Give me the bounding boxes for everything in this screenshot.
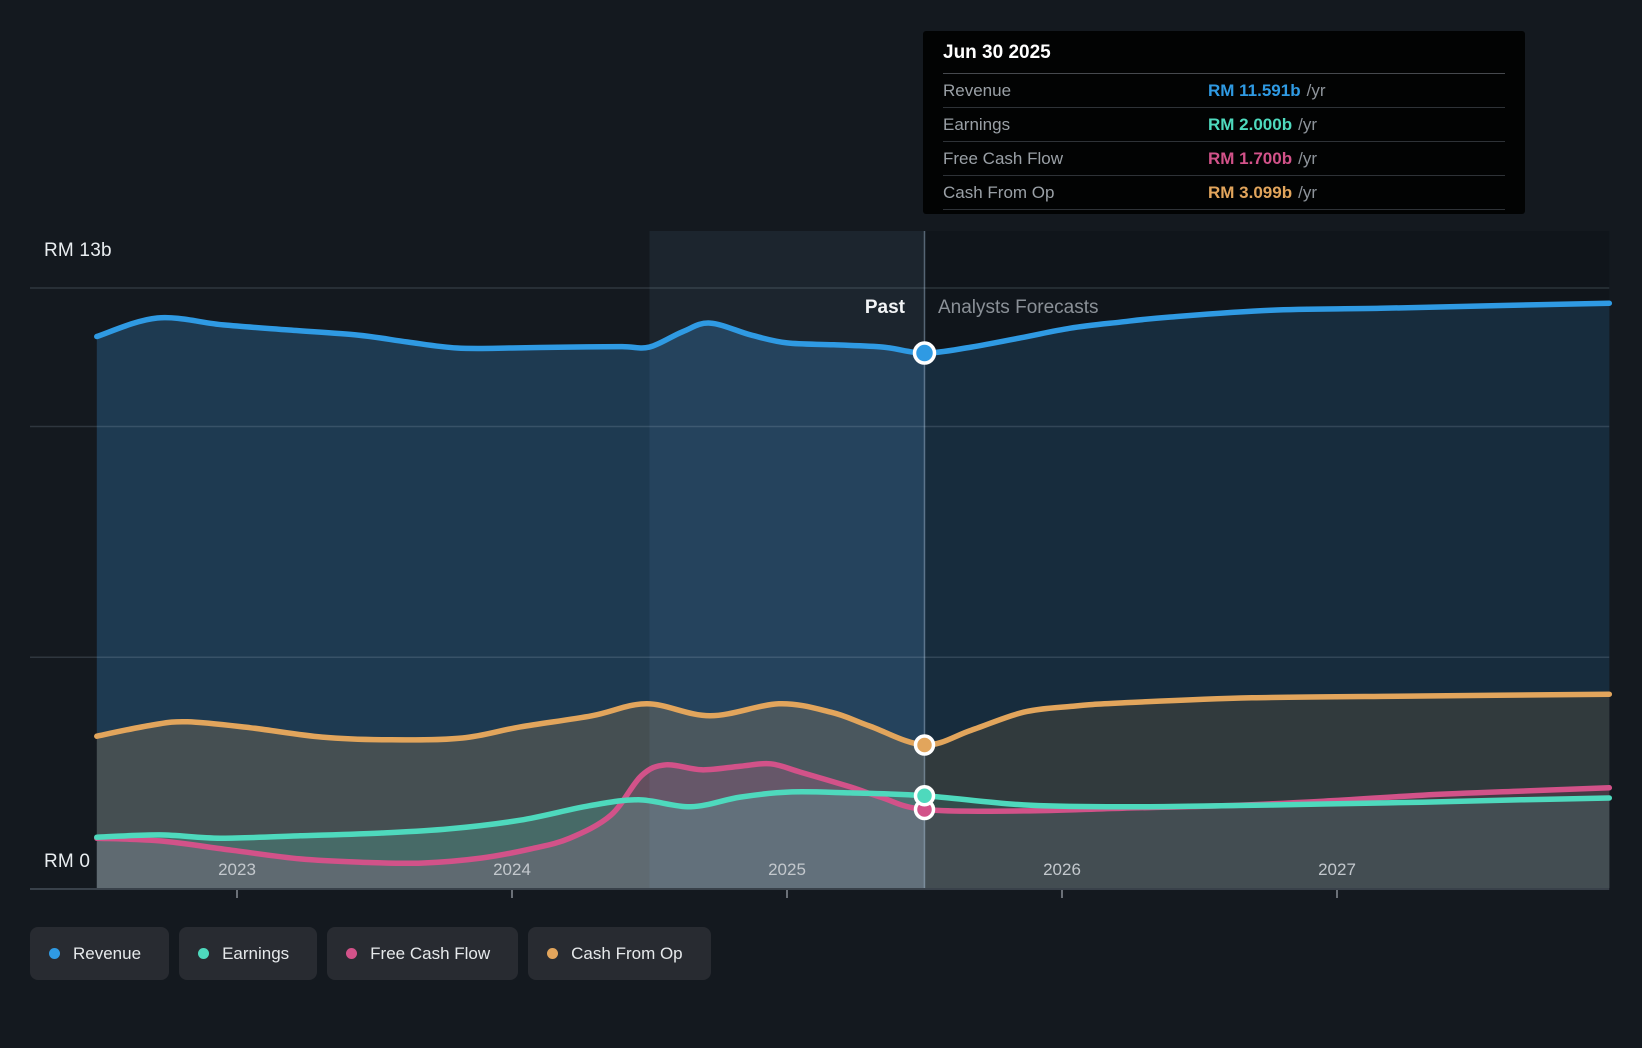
tooltip-label: Cash From Op bbox=[943, 182, 1055, 202]
tooltip-row-earnings: Earnings RM 2.000b /yr bbox=[943, 108, 1505, 142]
tooltip-value: RM 2.000b bbox=[1208, 114, 1293, 134]
tooltip-suffix: /yr bbox=[1298, 182, 1317, 202]
cash-from-op-dot-icon bbox=[547, 948, 559, 959]
tooltip-value: RM 3.099b bbox=[1208, 182, 1293, 202]
x-axis-label-2026: 2026 bbox=[1043, 860, 1081, 879]
area-revenue bbox=[96, 303, 1610, 888]
legend-item-free-cash-flow[interactable]: Free Cash Flow bbox=[327, 927, 519, 980]
legend-label: Cash From Op bbox=[571, 943, 683, 963]
tooltip-label: Earnings bbox=[943, 114, 1011, 134]
y-axis-max-label: RM 13b bbox=[44, 240, 112, 261]
line-revenue bbox=[94, 300, 1613, 356]
legend-label: Free Cash Flow bbox=[370, 943, 491, 963]
forecast-section-label: Analysts Forecasts bbox=[938, 297, 1099, 318]
tooltip-date: Jun 30 2025 bbox=[943, 42, 1505, 74]
past-section-label: Past bbox=[864, 297, 905, 318]
tooltip-value: RM 11.591b bbox=[1208, 80, 1301, 100]
legend-item-cash-from-op[interactable]: Cash From Op bbox=[528, 927, 711, 980]
chart-tooltip: Jun 30 2025 Revenue RM 11.591b /yr Earni… bbox=[923, 31, 1525, 214]
line-earnings bbox=[94, 789, 1613, 841]
tooltip-label: Free Cash Flow bbox=[943, 148, 1063, 168]
legend-label: Earnings bbox=[222, 943, 290, 963]
tooltip-row-revenue: Revenue RM 11.591b /yr bbox=[943, 74, 1505, 108]
line-cash_from_op bbox=[94, 691, 1613, 748]
marker-revenue bbox=[912, 341, 937, 365]
earnings-dot-icon bbox=[198, 948, 210, 959]
x-axis-label-2023: 2023 bbox=[218, 860, 256, 879]
legend-item-earnings[interactable]: Earnings bbox=[179, 927, 318, 980]
free-cash-flow-dot-icon bbox=[346, 948, 358, 959]
tooltip-value: RM 1.700b bbox=[1208, 148, 1293, 168]
tooltip-suffix: /yr bbox=[1298, 114, 1317, 134]
tooltip-suffix: /yr bbox=[1298, 148, 1317, 168]
area-free_cash_flow bbox=[96, 763, 1610, 888]
legend-item-revenue[interactable]: Revenue bbox=[30, 927, 170, 980]
marker-earnings bbox=[913, 784, 936, 807]
x-axis-label-2027: 2027 bbox=[1318, 860, 1356, 879]
x-axis-label-2025: 2025 bbox=[768, 860, 806, 879]
tooltip-label: Revenue bbox=[943, 80, 1012, 100]
x-axis-label-2024: 2024 bbox=[493, 860, 531, 879]
y-axis-zero-label: RM 0 bbox=[44, 851, 91, 872]
marker-cash_from_op bbox=[913, 734, 936, 756]
tooltip-row-free-cash-flow: Free Cash Flow RM 1.700b /yr bbox=[943, 142, 1505, 176]
forecast-shade bbox=[924, 231, 1610, 888]
legend-label: Revenue bbox=[73, 943, 142, 963]
tooltip-suffix: /yr bbox=[1306, 80, 1326, 100]
chart-legend: Revenue Earnings Free Cash Flow Cash Fro… bbox=[30, 927, 711, 980]
area-earnings bbox=[96, 791, 1610, 888]
revenue-dot-icon bbox=[49, 948, 60, 959]
tooltip-row-cash-from-op: Cash From Op RM 3.099b /yr bbox=[943, 176, 1505, 210]
